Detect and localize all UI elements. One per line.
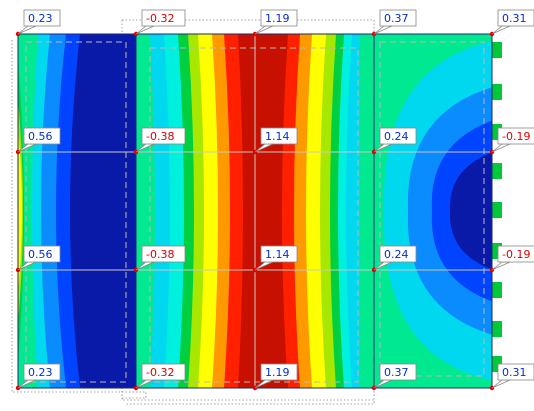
support-block — [492, 321, 502, 337]
label-box — [141, 363, 186, 381]
support-block — [492, 163, 502, 179]
dashed-rect-left — [25, 41, 127, 383]
band-left-yellow — [18, 130, 22, 292]
label-pointer — [491, 261, 511, 271]
label-box — [23, 9, 61, 27]
label-pointer — [491, 379, 511, 389]
label-value: 1.19 — [265, 12, 290, 25]
label-value: 0.37 — [384, 12, 409, 25]
label-pointer — [491, 143, 511, 153]
label-box — [23, 363, 61, 381]
label-box — [260, 9, 298, 27]
value-label-r4c4: 0.37 — [373, 363, 417, 389]
label-value: 0.56 — [28, 248, 53, 261]
value-label-r1c4: 0.37 — [373, 9, 417, 35]
value-label-r2c3: 1.14 — [254, 127, 298, 153]
dashed-rectangles — [25, 41, 485, 383]
label-value: 0.23 — [28, 366, 53, 379]
support-block — [492, 202, 502, 218]
label-pointer — [254, 25, 274, 35]
label-box — [379, 127, 417, 145]
label-box — [141, 127, 186, 145]
label-box — [141, 9, 186, 27]
label-box — [23, 127, 61, 145]
label-value: 0.31 — [502, 366, 527, 379]
support-block — [492, 84, 502, 100]
label-box — [497, 9, 534, 27]
label-value: 0.23 — [28, 12, 53, 25]
border-right — [373, 33, 493, 389]
label-value: -0.32 — [146, 12, 174, 25]
value-label-r3c4: 0.24 — [373, 245, 417, 271]
label-box — [379, 363, 417, 381]
dashed-rect-mid — [149, 47, 359, 383]
label-value: 0.24 — [384, 248, 409, 261]
band-right-darkblue — [449, 152, 492, 270]
value-label-r3c2: -0.38 — [135, 245, 186, 271]
support-block — [492, 124, 502, 140]
label-box — [497, 127, 534, 145]
value-label-r2c1: 0.56 — [17, 127, 61, 153]
value-label-r1c1: 0.23 — [17, 9, 61, 35]
value-label-r2c4: 0.24 — [373, 127, 417, 153]
label-box — [23, 245, 61, 263]
support-block — [492, 243, 502, 259]
value-label-r2c5: -0.19 — [491, 127, 534, 153]
value-label-r1c3: 1.19 — [254, 9, 298, 35]
label-box — [260, 363, 298, 381]
band-mid-darkred — [238, 34, 288, 388]
support-block — [492, 42, 502, 58]
support-block — [492, 356, 502, 372]
label-value: -0.38 — [146, 248, 174, 261]
frame-left-outline — [11, 40, 147, 399]
label-box — [141, 245, 186, 263]
value-label-r1c5: 0.31 — [491, 9, 534, 35]
panel-mid — [136, 34, 374, 388]
value-label-r1c2: -0.32 — [135, 9, 186, 35]
label-box — [379, 245, 417, 263]
label-box — [497, 245, 534, 263]
panel-right — [374, 34, 492, 388]
support-blocks — [492, 42, 502, 372]
value-label-r4c5: 0.31 — [491, 363, 534, 389]
dashed-rect-right — [379, 41, 485, 377]
value-label-r4c1: 0.23 — [17, 363, 61, 389]
label-box — [260, 127, 298, 145]
label-value: -0.19 — [502, 130, 530, 143]
label-pointer — [17, 25, 37, 35]
label-box — [497, 363, 534, 381]
label-value: -0.19 — [502, 248, 530, 261]
label-value: 0.24 — [384, 130, 409, 143]
support-block — [492, 282, 502, 298]
value-labels: 0.23 -0.32 1.19 0.37 0.31 0.56 -0.38 1.14 0.24 -0… — [17, 9, 534, 389]
label-pointer — [491, 25, 511, 35]
value-label-r3c1: 0.56 — [17, 245, 61, 271]
value-label-r4c3: 1.19 — [254, 363, 298, 389]
label-value: 1.14 — [265, 130, 290, 143]
value-label-r4c2: -0.32 — [135, 363, 186, 389]
label-value: -0.38 — [146, 130, 174, 143]
label-box — [379, 9, 417, 27]
label-value: 0.37 — [384, 366, 409, 379]
label-pointer — [373, 25, 393, 35]
value-label-r2c2: -0.38 — [135, 127, 186, 153]
value-label-r3c3: 1.14 — [254, 245, 298, 271]
label-value: 1.19 — [265, 366, 290, 379]
label-value: 0.56 — [28, 130, 53, 143]
value-label-r3c5: -0.19 — [491, 245, 534, 271]
label-value: -0.32 — [146, 366, 174, 379]
band-left-mint — [18, 34, 38, 388]
panel-left — [18, 34, 136, 388]
label-pointer — [135, 25, 155, 35]
label-box — [260, 245, 298, 263]
label-value: 0.31 — [502, 12, 527, 25]
label-value: 1.14 — [265, 248, 290, 261]
